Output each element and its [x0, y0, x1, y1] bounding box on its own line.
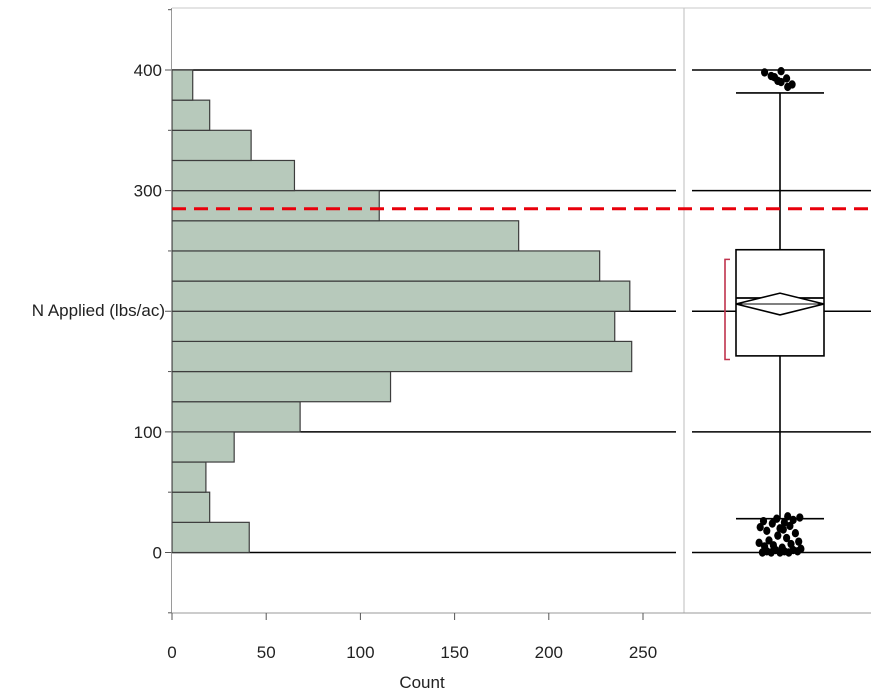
outlier-point-21 [787, 539, 795, 549]
histogram-bars [171, 69, 633, 554]
outlier-point-34 [773, 514, 781, 523]
histogram-bar-2 [171, 461, 207, 493]
histogram-bar-3 [171, 431, 235, 463]
y-tick-label-400: 400 [134, 61, 162, 80]
outlier-point-22 [795, 537, 803, 546]
box-plot [724, 92, 825, 520]
histogram-bar-6 [171, 340, 633, 373]
outlier-point-35 [796, 513, 804, 522]
histogram-bar-0 [171, 521, 250, 554]
x-tick-label-100: 100 [346, 643, 374, 662]
outlier-point-20 [778, 543, 786, 552]
x-tick-label-200: 200 [535, 643, 563, 662]
outlier-point-3 [777, 67, 785, 76]
y-axis: 0 100 300 400 [134, 9, 172, 614]
outlier-point-6 [777, 77, 785, 87]
outlier-point-33 [789, 515, 797, 525]
outlier-point-24 [783, 533, 791, 543]
histogram-bar-7 [171, 310, 616, 343]
x-axis: 0 50 100 150 200 250 [167, 613, 657, 662]
outlier-point-36 [784, 512, 792, 521]
outlier-point-18 [761, 542, 769, 551]
histogram-bar-13 [171, 129, 252, 162]
outlier-point-38 [779, 525, 787, 534]
outlier-point-4 [783, 74, 791, 83]
x-tick-label-50: 50 [257, 643, 276, 662]
histogram-bar-5 [171, 370, 392, 403]
outlier-point-27 [763, 526, 771, 535]
outlier-point-8 [784, 82, 792, 92]
histogram-bar-4 [171, 401, 301, 433]
shortest-half-bracket [724, 258, 730, 361]
outlier-point-31 [780, 518, 789, 527]
outlier-point-26 [791, 529, 800, 538]
histogram-bar-9 [171, 250, 601, 282]
histogram-bar-11 [171, 190, 380, 222]
outlier-points [755, 67, 805, 557]
plot-frame [171, 7, 871, 614]
x-axis-title: Count [399, 673, 445, 692]
y-tick-label-100: 100 [134, 423, 162, 442]
x-tick-label-150: 150 [440, 643, 468, 662]
y-tick-label-0: 0 [153, 544, 162, 563]
histogram-bar-12 [171, 159, 296, 192]
histogram-bar-15 [171, 69, 194, 101]
x-tick-label-0: 0 [167, 643, 176, 662]
histogram-bar-8 [171, 280, 631, 312]
outlier-point-7 [770, 73, 779, 82]
outlier-point-0 [761, 68, 769, 77]
y-tick-label-300: 300 [134, 182, 162, 201]
outlier-point-32 [759, 516, 768, 526]
outlier-point-40 [755, 538, 763, 548]
y-axis-title: N Applied (lbs/ac) [32, 301, 165, 320]
histogram-bar-1 [171, 491, 211, 523]
outlier-point-37 [756, 522, 764, 532]
x-tick-label-250: 250 [629, 643, 657, 662]
outlier-point-29 [786, 521, 794, 531]
outlier-point-39 [797, 544, 805, 554]
histogram-bar-10 [171, 220, 520, 252]
outlier-point-23 [765, 536, 773, 545]
histogram-bar-14 [171, 99, 211, 131]
outlier-point-25 [774, 531, 782, 540]
